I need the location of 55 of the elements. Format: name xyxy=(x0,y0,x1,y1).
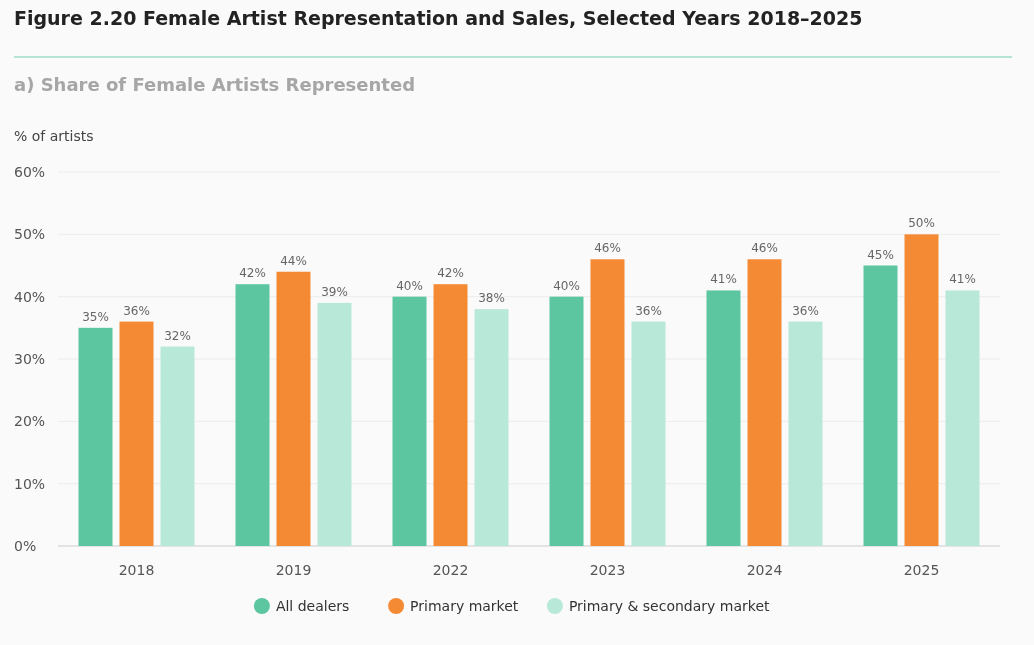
bar xyxy=(392,296,427,546)
bar xyxy=(78,327,113,546)
data-label: 44% xyxy=(280,253,307,268)
data-label: 40% xyxy=(553,278,580,293)
data-label: 46% xyxy=(594,241,621,256)
data-label: 36% xyxy=(792,303,819,318)
bar xyxy=(433,284,468,546)
data-label: 45% xyxy=(867,247,894,262)
x-tick-label: 2025 xyxy=(903,562,940,578)
y-tick-label: 40% xyxy=(14,288,46,305)
data-label: 41% xyxy=(710,272,737,287)
y-tick-label: 20% xyxy=(14,413,46,430)
y-tick-label: 0% xyxy=(14,538,37,554)
bar xyxy=(904,234,939,546)
chart-title: Figure 2.20 Female Artist Representation and Sales, Selected Years 2018–2025 xyxy=(14,7,863,29)
y-tick-label: 50% xyxy=(14,226,46,243)
data-label: 40% xyxy=(396,278,423,293)
bar xyxy=(747,259,782,546)
bar xyxy=(317,302,352,546)
data-label: 41% xyxy=(949,272,976,287)
legend-label: Primary & secondary market xyxy=(568,598,771,614)
data-label: 46% xyxy=(751,241,778,256)
data-label: 36% xyxy=(635,303,662,318)
data-label: 50% xyxy=(908,216,935,231)
data-label: 35% xyxy=(82,309,109,324)
data-label: 42% xyxy=(437,266,464,281)
y-tick-label: 60% xyxy=(14,164,46,180)
bar xyxy=(160,346,195,546)
bar xyxy=(474,309,509,546)
bar xyxy=(788,321,823,546)
data-label: 38% xyxy=(478,291,505,306)
bar xyxy=(276,271,311,546)
y-tick-label: 30% xyxy=(14,351,46,367)
data-label: 39% xyxy=(321,284,348,299)
chart-subtitle: a) Share of Female Artists Represented xyxy=(14,74,416,95)
x-tick-label: 2024 xyxy=(746,562,783,578)
y-axis-title: % of artists xyxy=(14,128,94,144)
data-label: 32% xyxy=(164,328,191,343)
legend-label: All dealers xyxy=(275,598,350,614)
bar xyxy=(590,259,625,546)
x-tick-label: 2019 xyxy=(275,562,312,578)
bar xyxy=(119,321,154,546)
data-label: 42% xyxy=(239,266,266,281)
bar xyxy=(631,321,666,546)
x-tick-label: 2023 xyxy=(589,562,626,578)
bar xyxy=(549,296,584,546)
bar xyxy=(945,290,980,546)
x-tick-label: 2022 xyxy=(432,562,469,578)
legend-label: Primary market xyxy=(410,598,519,614)
bar xyxy=(706,290,741,546)
bar xyxy=(863,265,898,546)
bar xyxy=(235,284,270,546)
y-tick-label: 10% xyxy=(14,475,46,492)
x-tick-label: 2018 xyxy=(118,562,155,578)
data-label: 36% xyxy=(123,303,150,318)
